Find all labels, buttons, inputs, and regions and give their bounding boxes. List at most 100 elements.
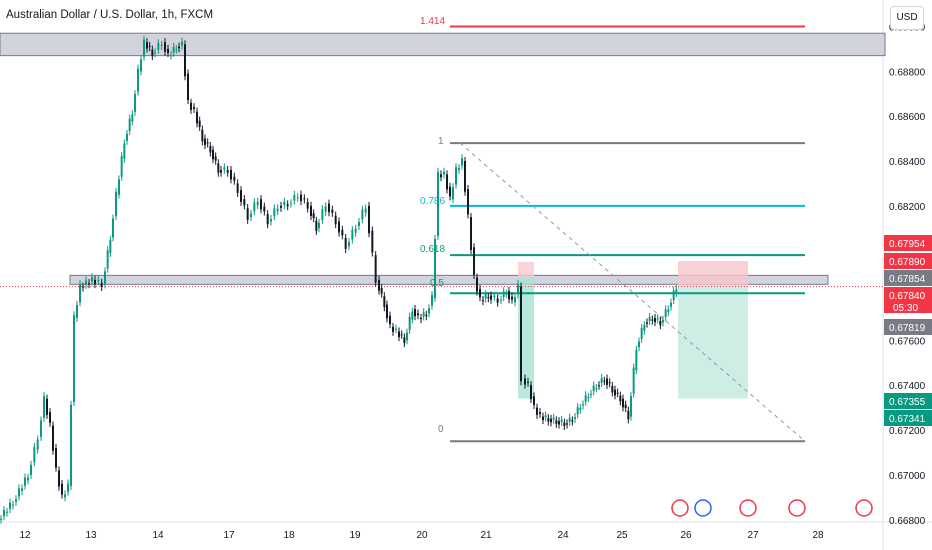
price-badge xyxy=(884,235,932,251)
candle-body xyxy=(648,316,651,321)
event-icon xyxy=(739,499,757,517)
candle-body xyxy=(490,295,492,300)
candle-body xyxy=(293,194,296,201)
y-tick-label: 0.67600 xyxy=(889,336,926,347)
candle-body xyxy=(368,205,370,234)
candle-body xyxy=(364,208,367,213)
candle-body xyxy=(638,341,640,348)
candle-body xyxy=(378,279,380,291)
candle-body xyxy=(214,156,217,161)
candle-body xyxy=(263,206,266,212)
x-tick-label: 13 xyxy=(85,530,97,541)
candle-body xyxy=(270,219,272,222)
candle-body xyxy=(361,209,364,220)
candle-body xyxy=(15,499,17,502)
candle-body xyxy=(646,322,648,324)
candle-body xyxy=(464,161,466,192)
trend-dashed-line xyxy=(459,142,806,442)
candle-body xyxy=(318,222,320,229)
candle-body xyxy=(88,283,90,285)
candle-body xyxy=(452,187,454,200)
candle-body xyxy=(190,102,192,110)
candle-body xyxy=(470,217,472,251)
candle-body xyxy=(334,215,337,225)
candle-body xyxy=(496,298,499,303)
price-badge-value: 0.67355 xyxy=(889,397,926,408)
candle-body xyxy=(151,49,154,57)
candle-body xyxy=(563,422,566,427)
candle-body xyxy=(128,118,131,132)
x-tick-label: 20 xyxy=(416,530,428,541)
candle-body xyxy=(414,308,416,317)
candle-body xyxy=(181,41,183,46)
x-tick-label: 19 xyxy=(349,530,361,541)
y-tick-label: 0.68400 xyxy=(889,157,926,168)
candle-body xyxy=(406,332,408,341)
resistance-zone-top xyxy=(0,32,886,57)
candle-body xyxy=(46,398,48,415)
candle-body xyxy=(283,201,286,206)
candle-body xyxy=(403,337,406,344)
price-badge-value: 0.67954 xyxy=(889,239,926,250)
candle-body xyxy=(558,421,560,425)
candle-body xyxy=(600,378,603,383)
candle-body xyxy=(627,410,630,420)
candle-body xyxy=(250,213,252,218)
candle-body xyxy=(233,176,236,181)
price-badge-countdown: 05:30 xyxy=(893,303,918,314)
candle-body xyxy=(24,477,26,486)
candle-body xyxy=(560,419,563,422)
x-tick-label: 12 xyxy=(19,530,31,541)
candle-body xyxy=(30,464,32,475)
candle-body xyxy=(33,446,36,463)
y-tick-label: 0.68200 xyxy=(889,202,926,213)
candle-body xyxy=(276,208,279,212)
candle-body xyxy=(428,308,430,314)
candle-body xyxy=(94,279,96,285)
candle-body xyxy=(371,230,374,253)
y-tick-label: 0.68600 xyxy=(889,112,926,123)
price-badge xyxy=(884,253,932,269)
candle-body xyxy=(9,502,11,509)
candle-body xyxy=(582,404,584,406)
candle-body xyxy=(619,395,622,402)
x-tick-label: 26 xyxy=(680,530,692,541)
y-tick-label: 0.67200 xyxy=(889,426,926,437)
candle-body xyxy=(240,190,242,202)
event-icon xyxy=(855,499,873,517)
candle-body xyxy=(100,282,103,288)
candle-body xyxy=(73,315,75,403)
candle-body xyxy=(36,439,39,450)
candle-body xyxy=(587,396,590,398)
candle-body xyxy=(97,280,100,282)
price-badge xyxy=(884,393,932,409)
candle-body xyxy=(148,45,151,47)
event-icon xyxy=(694,499,712,517)
candle-body xyxy=(230,169,232,180)
candle-body xyxy=(670,302,672,307)
candle-body xyxy=(536,407,538,415)
candle-body xyxy=(217,163,220,173)
candle-body xyxy=(137,68,139,92)
price-badge-value: 0.67854 xyxy=(889,274,926,285)
candle-body xyxy=(434,238,436,298)
candle-body xyxy=(422,312,425,317)
candle-body xyxy=(290,203,292,205)
candle-body xyxy=(590,393,592,395)
candle-body xyxy=(0,518,2,520)
candle-body xyxy=(220,169,222,173)
candle-body xyxy=(446,174,448,190)
price-badge xyxy=(884,287,932,313)
price-badge-value: 0.67819 xyxy=(889,323,926,334)
fib-label: 0.618 xyxy=(420,244,445,255)
candle-body xyxy=(530,385,532,400)
event-icon xyxy=(671,499,689,517)
candle-body xyxy=(306,202,309,209)
candle-body xyxy=(420,317,422,320)
candle-body xyxy=(253,202,256,212)
candle-body xyxy=(104,271,106,285)
currency-button[interactable]: USD xyxy=(890,6,924,30)
candle-body xyxy=(443,171,445,175)
candle-body xyxy=(198,120,201,127)
